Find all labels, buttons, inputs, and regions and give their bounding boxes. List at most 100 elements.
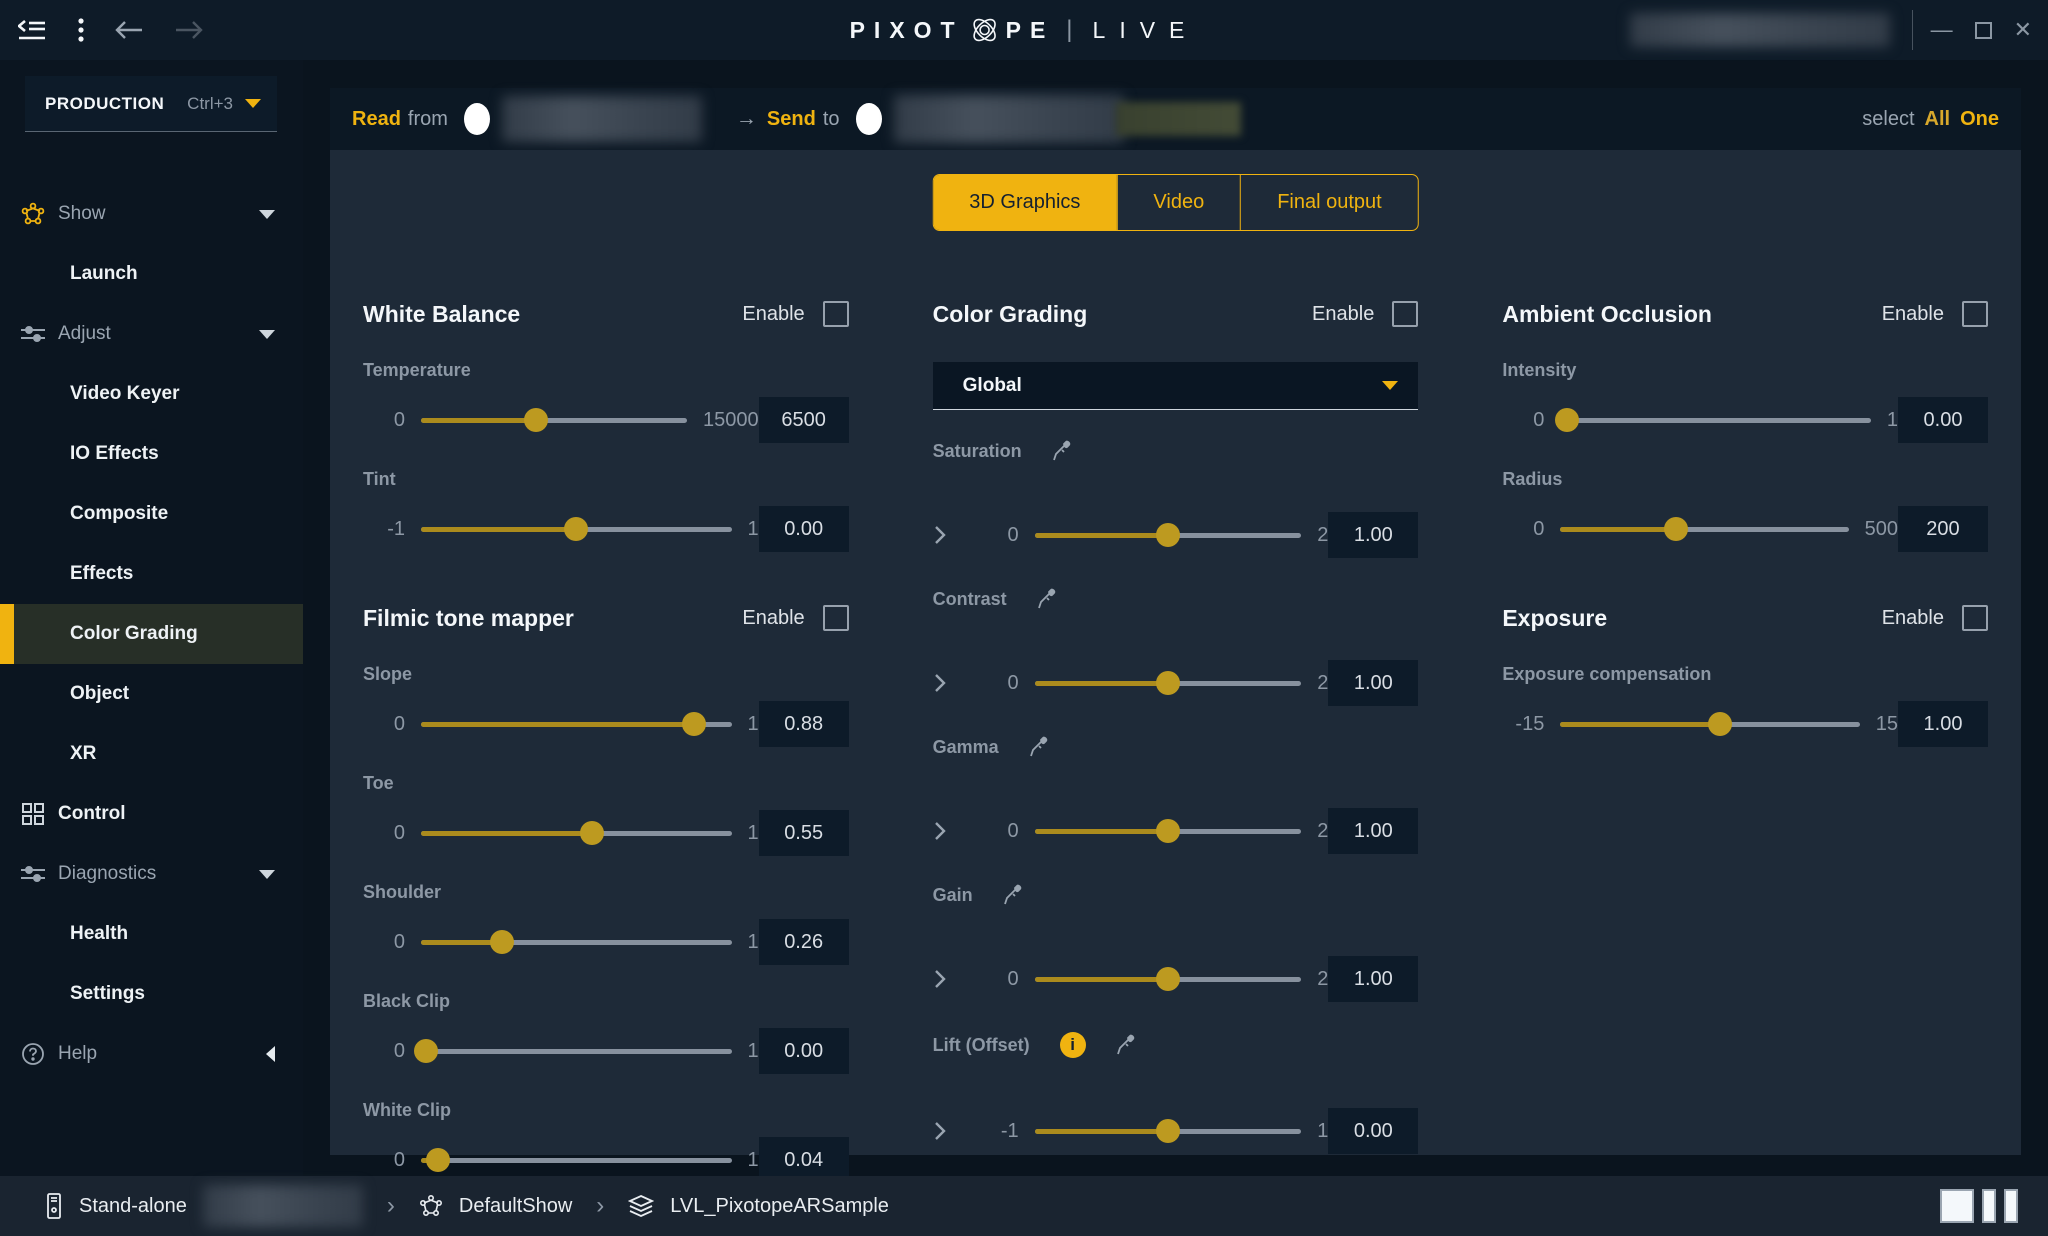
info-icon[interactable]: i bbox=[1059, 1032, 1086, 1058]
sidebar-item-color-grading[interactable]: Color Grading bbox=[0, 604, 303, 664]
shoulder-slider[interactable] bbox=[421, 930, 732, 954]
sidebar-item-video-keyer[interactable]: Video Keyer bbox=[0, 364, 303, 424]
sidebar-item-help[interactable]: Help bbox=[0, 1024, 303, 1084]
toe-value-input[interactable]: 0.55 bbox=[758, 810, 849, 856]
breadcrumb-level[interactable]: LVL_PixotopeARSample bbox=[670, 1194, 889, 1217]
saturation-value-input[interactable]: 1.00 bbox=[1328, 512, 1419, 558]
exposure-compensation-value-input[interactable]: 1.00 bbox=[1897, 701, 1988, 747]
filmic-enable[interactable]: Enable bbox=[742, 605, 849, 631]
maximize-button[interactable] bbox=[1974, 21, 1992, 39]
slider-handle[interactable] bbox=[1707, 712, 1732, 736]
shoulder-value-input[interactable]: 0.26 bbox=[758, 919, 849, 965]
eyedropper-icon[interactable] bbox=[1052, 440, 1074, 462]
gamma-slider[interactable] bbox=[1034, 819, 1302, 843]
layout-side-panel-button[interactable] bbox=[1982, 1189, 1996, 1223]
slider-handle[interactable] bbox=[1155, 819, 1180, 843]
back-arrow-icon[interactable] bbox=[114, 20, 144, 40]
gain-slider[interactable] bbox=[1034, 967, 1302, 991]
temperature-value-input[interactable]: 6500 bbox=[758, 397, 849, 443]
tab-3d-graphics[interactable]: 3D Graphics bbox=[933, 175, 1117, 230]
slider-handle[interactable] bbox=[1663, 517, 1688, 541]
close-button[interactable]: ✕ bbox=[2013, 17, 2032, 42]
expand-chevron-icon[interactable] bbox=[933, 1121, 963, 1141]
forward-arrow-icon[interactable] bbox=[174, 20, 204, 40]
slider-handle[interactable] bbox=[524, 408, 549, 432]
ambient-occlusion-enable[interactable]: Enable bbox=[1882, 301, 1988, 327]
gain-value-input[interactable]: 1.00 bbox=[1328, 956, 1419, 1002]
slider-handle[interactable] bbox=[426, 1148, 451, 1172]
sidebar-item-composite[interactable]: Composite bbox=[0, 484, 303, 544]
white-balance-enable[interactable]: Enable bbox=[742, 301, 849, 327]
minimize-button[interactable]: — bbox=[1930, 17, 1953, 42]
enable-checkbox[interactable] bbox=[1392, 301, 1419, 327]
slider-handle[interactable] bbox=[579, 821, 604, 845]
grading-scope-dropdown[interactable]: Global bbox=[932, 362, 1419, 410]
slider-handle[interactable] bbox=[1155, 967, 1180, 991]
sidebar-item-diagnostics[interactable]: Diagnostics bbox=[0, 844, 303, 904]
sidebar-item-control[interactable]: Control bbox=[0, 784, 303, 844]
slider-handle[interactable] bbox=[1155, 1119, 1180, 1143]
eyedropper-icon[interactable] bbox=[1029, 736, 1051, 758]
slope-value-input[interactable]: 0.88 bbox=[758, 701, 849, 747]
sidebar-item-adjust[interactable]: Adjust bbox=[0, 304, 303, 364]
eyedropper-icon[interactable] bbox=[1116, 1034, 1138, 1056]
eyedropper-icon[interactable] bbox=[1003, 884, 1025, 906]
select-all-link[interactable]: All bbox=[1924, 107, 1951, 130]
layout-side-panel-button-2[interactable] bbox=[2004, 1189, 2018, 1223]
eyedropper-icon[interactable] bbox=[1037, 588, 1059, 610]
expand-chevron-icon[interactable] bbox=[933, 673, 963, 693]
expand-chevron-icon[interactable] bbox=[933, 969, 963, 989]
sidebar-item-effects[interactable]: Effects bbox=[0, 544, 303, 604]
enable-checkbox[interactable] bbox=[822, 301, 849, 327]
collapse-sidebar-icon[interactable] bbox=[18, 17, 48, 43]
black-clip-slider[interactable] bbox=[413, 1039, 732, 1063]
production-selector[interactable]: PRODUCTION Ctrl+3 bbox=[25, 76, 277, 132]
intensity-value-input[interactable]: 0.00 bbox=[1897, 397, 1988, 443]
enable-checkbox[interactable] bbox=[1961, 301, 1988, 327]
slider-handle[interactable] bbox=[413, 1039, 438, 1063]
sidebar-item-health[interactable]: Health bbox=[0, 904, 303, 964]
white-clip-value-input[interactable]: 0.04 bbox=[758, 1137, 849, 1183]
sidebar-item-show[interactable]: Show bbox=[0, 184, 303, 244]
radius-slider[interactable] bbox=[1560, 517, 1849, 541]
gamma-value-input[interactable]: 1.00 bbox=[1328, 808, 1419, 854]
slider-handle[interactable] bbox=[564, 517, 589, 541]
tab-final-output[interactable]: Final output bbox=[1240, 175, 1418, 230]
slope-slider[interactable] bbox=[421, 712, 732, 736]
exposure-enable[interactable]: Enable bbox=[1882, 605, 1988, 631]
tint-value-input[interactable]: 0.00 bbox=[758, 506, 849, 552]
color-grading-enable[interactable]: Enable bbox=[1312, 301, 1419, 327]
radius-value-input[interactable]: 200 bbox=[1897, 506, 1988, 552]
slider-handle[interactable] bbox=[1155, 671, 1180, 695]
temperature-slider[interactable] bbox=[421, 408, 688, 432]
expand-chevron-icon[interactable] bbox=[933, 525, 963, 545]
kebab-menu-icon[interactable] bbox=[78, 17, 84, 43]
sidebar-item-io-effects[interactable]: IO Effects bbox=[0, 424, 303, 484]
read-from-toggle[interactable] bbox=[463, 103, 490, 135]
toe-slider[interactable] bbox=[421, 821, 732, 845]
enable-checkbox[interactable] bbox=[822, 605, 849, 631]
saturation-slider[interactable] bbox=[1034, 523, 1302, 547]
layout-main-panel-button[interactable] bbox=[1940, 1189, 1974, 1223]
sidebar-item-settings[interactable]: Settings bbox=[0, 964, 303, 1024]
breadcrumb-show[interactable]: DefaultShow bbox=[458, 1194, 573, 1217]
lift-offset-value-input[interactable]: 0.00 bbox=[1328, 1108, 1419, 1154]
send-to-toggle[interactable] bbox=[855, 103, 882, 135]
sidebar-item-object[interactable]: Object bbox=[0, 664, 303, 724]
contrast-value-input[interactable]: 1.00 bbox=[1328, 660, 1419, 706]
expand-chevron-icon[interactable] bbox=[933, 821, 963, 841]
black-clip-value-input[interactable]: 0.00 bbox=[758, 1028, 849, 1074]
enable-checkbox[interactable] bbox=[1961, 605, 1988, 631]
sidebar-item-launch[interactable]: Launch bbox=[0, 244, 303, 304]
slider-handle[interactable] bbox=[682, 712, 707, 736]
white-clip-slider[interactable] bbox=[421, 1148, 732, 1172]
intensity-slider[interactable] bbox=[1554, 408, 1871, 432]
slider-handle[interactable] bbox=[1155, 523, 1180, 547]
contrast-slider[interactable] bbox=[1034, 671, 1302, 695]
exposure-compensation-slider[interactable] bbox=[1560, 712, 1860, 736]
select-one-link[interactable]: One bbox=[1960, 107, 1999, 130]
lift-offset-slider[interactable] bbox=[1034, 1119, 1302, 1143]
sidebar-item-xr[interactable]: XR bbox=[0, 724, 303, 784]
tab-video[interactable]: Video bbox=[1116, 175, 1240, 230]
slider-handle[interactable] bbox=[1554, 408, 1579, 432]
